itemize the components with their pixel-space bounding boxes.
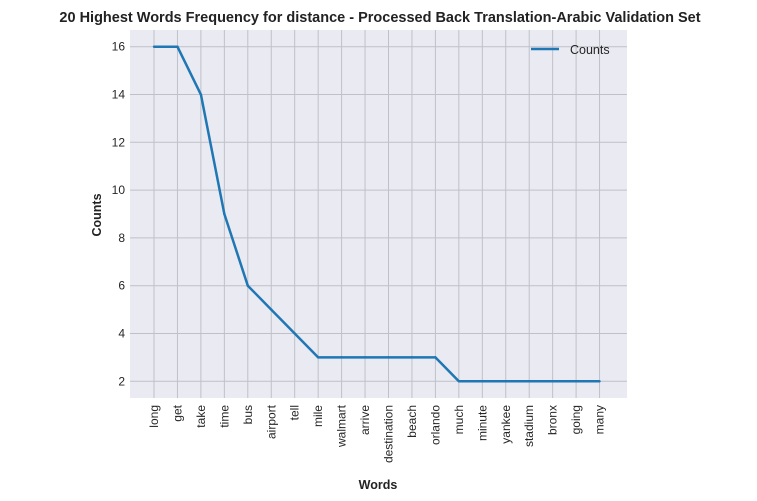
x-tick-label: minute	[475, 405, 489, 441]
y-axis-label: Counts	[90, 193, 104, 236]
data-point	[270, 308, 273, 311]
x-tick-label: destination	[382, 405, 396, 463]
y-tick-label: 4	[118, 326, 125, 340]
data-point	[387, 356, 390, 359]
x-tick-label: stadium	[522, 405, 536, 447]
legend-label-counts: Counts	[570, 43, 610, 57]
x-tick-label: yankee	[499, 405, 513, 444]
y-tick-label: 14	[112, 88, 126, 102]
x-tick-label: orlando	[428, 405, 442, 445]
legend: Counts	[531, 43, 610, 57]
x-tick-label: take	[194, 405, 208, 428]
data-point	[152, 45, 156, 48]
x-tick-label: tell	[288, 405, 302, 420]
y-tick-label: 10	[112, 183, 126, 197]
y-axis: 2 4 6 8 10 12 14 16	[112, 40, 126, 389]
data-point	[551, 380, 554, 383]
y-tick-label: 12	[112, 135, 126, 149]
x-tick-label: long	[147, 405, 161, 428]
x-tick-label: mile	[311, 405, 325, 427]
data-point	[481, 380, 484, 383]
y-tick-label: 8	[118, 231, 125, 245]
data-point	[574, 380, 578, 383]
x-tick-label: get	[170, 404, 184, 421]
data-point	[528, 380, 531, 383]
x-tick-label: bus	[241, 405, 255, 424]
x-tick-label: bronx	[546, 405, 560, 435]
series-layer	[152, 45, 601, 383]
data-point	[410, 356, 414, 359]
data-point	[316, 356, 320, 359]
x-axis: long get take time bus airport tell mile walmart…	[147, 404, 607, 463]
grid-lines	[130, 30, 627, 398]
data-point	[199, 93, 203, 96]
y-tick-label: 16	[112, 40, 126, 54]
y-tick-label: 6	[118, 279, 125, 293]
data-point	[598, 380, 601, 383]
chart-title: 20 Highest Words Frequency for distance …	[59, 10, 700, 26]
y-tick-label: 2	[118, 374, 125, 388]
x-tick-label: beach	[405, 405, 419, 438]
x-axis-label: Words	[359, 478, 398, 492]
x-tick-label: going	[569, 405, 583, 434]
data-point	[340, 356, 343, 359]
data-point	[246, 284, 249, 287]
plot-area	[130, 30, 627, 398]
x-tick-label: time	[217, 405, 231, 428]
series-line-counts	[154, 45, 600, 383]
data-point	[504, 380, 507, 383]
data-point	[457, 380, 461, 383]
x-tick-label: many	[593, 405, 607, 434]
x-tick-label: arrive	[358, 405, 372, 435]
x-tick-label: walmart	[335, 404, 349, 448]
data-point	[223, 212, 226, 216]
data-point	[293, 332, 296, 335]
x-tick-label: airport	[264, 404, 278, 439]
data-point	[363, 356, 367, 359]
data-point	[434, 356, 437, 359]
x-tick-label: much	[452, 405, 466, 434]
data-point	[176, 45, 179, 48]
